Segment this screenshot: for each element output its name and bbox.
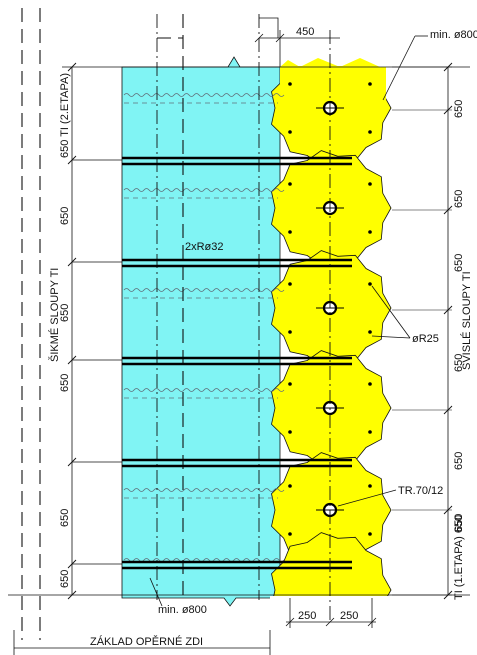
foundation-label: ZÁKLAD OPĚRNÉ ZDI (90, 635, 203, 648)
right-dim-6: 650 (453, 514, 465, 532)
rebar-dot-1-2 (368, 82, 372, 86)
rebar-dot-2-1 (288, 182, 292, 186)
left-tick-2 (67, 155, 77, 165)
top-tick-2 (275, 33, 285, 43)
rebar-dot-4-2 (368, 382, 372, 386)
right-dim-4: 650 (453, 354, 465, 372)
rebar-dot-1-1 (288, 82, 292, 86)
reinforcement-label: øR25 (412, 333, 439, 345)
min-800-top-label: min. ø800 (430, 29, 477, 41)
joint-line-5 (123, 488, 285, 492)
bottom-tick-2 (325, 617, 335, 627)
rebar-dot-4-4 (368, 430, 372, 434)
bottom-tick-3 (367, 617, 377, 627)
top-tick-1 (254, 33, 264, 43)
rebar-dot-3-2 (368, 282, 372, 286)
joint-line-2 (123, 188, 285, 192)
min-800-bottom-label: min. ø800 (158, 604, 207, 616)
rebar-dot-3-3 (288, 330, 292, 334)
rebar-dot-2-2 (368, 182, 372, 186)
left-dimension-ticks (67, 62, 77, 600)
left-dim-6: 650 (59, 570, 71, 588)
top-mask (270, 0, 477, 66)
pipe-label: TR.70/12 (398, 485, 443, 497)
anchor-bars (72, 156, 352, 570)
left-tick-6 (67, 559, 77, 569)
right-label-stage1: TI (1.ETAPA) 650 (453, 515, 465, 600)
top-yellow-fill (280, 58, 386, 108)
left-tick-3 (67, 257, 77, 267)
left-dim-3: 650 (59, 304, 71, 322)
rebar-dot-3-4 (368, 330, 372, 334)
left-label-stage2: 650 TI (2.ETAPA) (59, 73, 71, 158)
right-group-label: SVISLÉ SLOUPY TI (460, 271, 473, 370)
right-dim-3: 650 (453, 254, 465, 272)
right-dim-1: 650 (453, 100, 465, 118)
min-800-top-leader (382, 35, 416, 101)
bottom-tick-1 (285, 617, 295, 627)
right-dim-5: 650 (453, 452, 465, 470)
bottom-dimension-label-2: 250 (340, 610, 358, 622)
left-group-label: ŠIKMÉ SLOUPY TI (48, 268, 61, 362)
rebar-dot-4-1 (288, 382, 292, 386)
rebar-dot-3-1 (288, 282, 292, 286)
bottom-dimension-label-1: 250 (298, 610, 316, 622)
left-dim-4: 650 (59, 374, 71, 392)
bottom-mask (270, 596, 477, 655)
joint-line-1 (123, 93, 285, 97)
top-dimension-label: 450 (296, 26, 314, 38)
left-tick-7 (67, 590, 77, 600)
anchor-bar-label: 2xRø32 (185, 241, 224, 253)
right-dim-2: 650 (453, 190, 465, 208)
rebar-dot-1-4 (368, 130, 372, 134)
rebar-dot-5-4 (368, 532, 372, 536)
rebar-dot-5-2 (368, 484, 372, 488)
rebar-dot-5-1 (288, 484, 292, 488)
r25-leader-2 (371, 335, 411, 339)
rebar-dot-1-3 (288, 130, 292, 134)
rebar-dot-4-3 (288, 430, 292, 434)
joint-line-4 (123, 388, 285, 392)
r25-leader-1 (371, 285, 411, 339)
tr-leader (337, 489, 397, 507)
inclined-columns-zone (121, 56, 281, 607)
left-tick-4 (67, 355, 77, 365)
rebar-dot-5-3 (288, 532, 292, 536)
joint-line-3 (123, 288, 285, 292)
left-tick-5 (67, 457, 77, 467)
min-800-bottom-leader (149, 577, 163, 607)
vertical-columns-group (270, 0, 477, 655)
right-dimension-ticks (392, 62, 453, 600)
left-tick-1 (67, 62, 77, 72)
left-dim-2: 650 (59, 207, 71, 225)
rebar-dot-2-4 (368, 230, 372, 234)
left-dim-5: 650 (59, 509, 71, 527)
rebar-dot-2-3 (288, 230, 292, 234)
top-bracket (259, 17, 279, 38)
